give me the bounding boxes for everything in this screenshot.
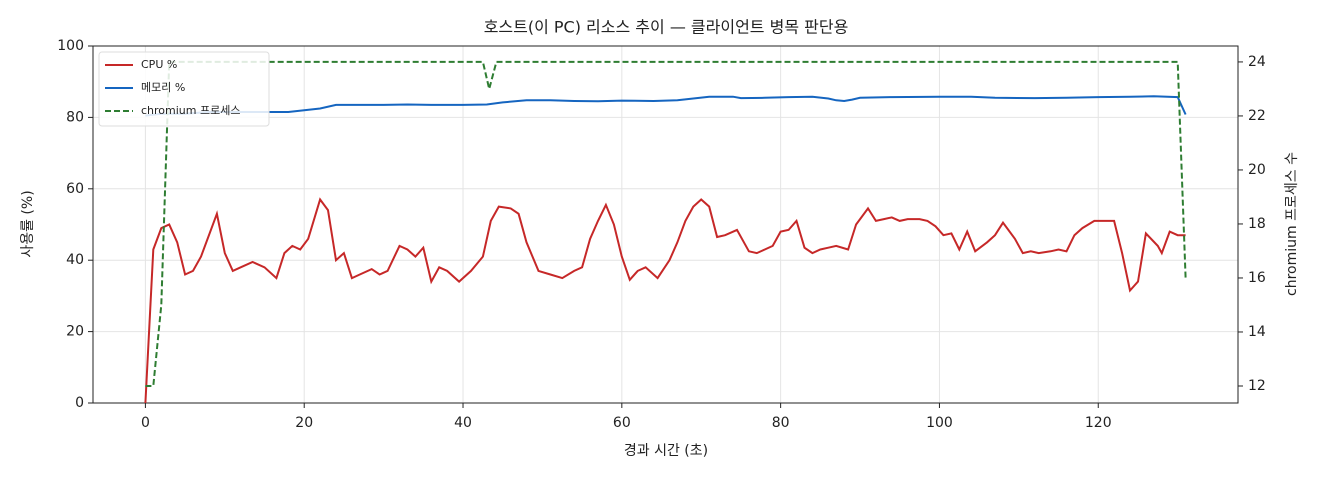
plot-frame <box>92 45 1239 404</box>
series-line <box>144 197 1186 404</box>
y-axis-label: 사용률 (%) <box>20 190 36 257</box>
y2-tick-label: 16 <box>1248 270 1266 286</box>
x-tick-label: 60 <box>613 415 631 431</box>
x-tick-label: 20 <box>295 415 313 431</box>
y2-axis-label: chromium 프로세스 수 <box>1284 152 1300 296</box>
y-tick-label: 40 <box>66 252 84 268</box>
chart-title: 호스트(이 PC) 리소스 추이 — 클라이언트 병목 판단용 <box>484 18 849 37</box>
y-tick-label: 0 <box>75 395 84 411</box>
legend-label: CPU % <box>141 58 177 71</box>
series-line <box>145 60 1187 387</box>
legend: CPU % 메모리 % chromium 프로세스 <box>98 51 270 127</box>
y2-tick-label: 20 <box>1248 162 1266 178</box>
x-tick-label: 0 <box>141 415 150 431</box>
y2-tick-label: 18 <box>1248 216 1266 232</box>
y2-tick-label: 12 <box>1248 378 1266 394</box>
legend-box <box>98 51 270 127</box>
y-tick-label: 60 <box>66 181 84 197</box>
x-tick-label: 40 <box>454 415 472 431</box>
y-tick-label: 80 <box>66 109 84 125</box>
y-tick-label: 100 <box>57 38 84 54</box>
y2-tick-label: 22 <box>1248 108 1266 124</box>
series-line <box>145 95 1187 117</box>
x-tick-label: 80 <box>772 415 790 431</box>
x-axis-label: 경과 시간 (초) <box>624 443 708 459</box>
x-tick-label: 100 <box>926 415 953 431</box>
y-tick-label: 20 <box>66 324 84 340</box>
legend-label: 메모리 % <box>141 81 185 94</box>
x-tick-label: 120 <box>1085 415 1112 431</box>
y2-tick-label: 24 <box>1248 54 1266 70</box>
y2-tick-label: 14 <box>1248 324 1266 340</box>
legend-label: chromium 프로세스 <box>141 104 240 117</box>
